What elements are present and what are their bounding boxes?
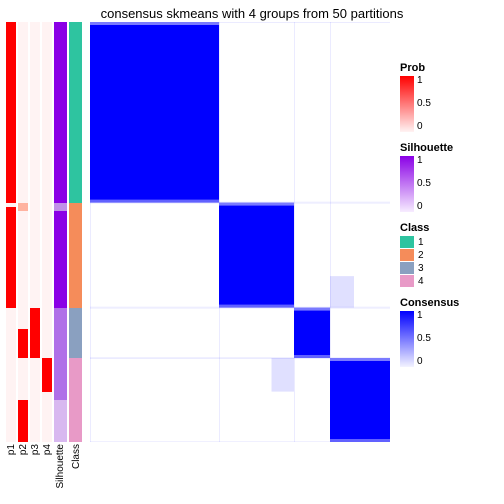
- annotation-columns: [6, 22, 84, 442]
- annot-p3: [30, 22, 40, 442]
- legend-silhouette: Silhouette10.50: [400, 142, 500, 212]
- col-label-p2: p2: [18, 444, 29, 455]
- column-labels: p1p2p3p4Silhouette Class: [6, 444, 84, 500]
- col-label-p1: p1: [6, 444, 17, 455]
- consensus-heatmap: [90, 22, 390, 442]
- col-label-Class: Class: [71, 444, 82, 469]
- annot-p2: [18, 22, 28, 442]
- col-label-Silhouette: Silhouette: [55, 444, 66, 488]
- legends: Prob10.50 Silhouette10.50 Class1234 Consens…: [400, 60, 500, 377]
- legend-prob: Prob10.50: [400, 62, 500, 132]
- annot-p4: [42, 22, 52, 442]
- col-label-p4: p4: [42, 444, 53, 455]
- legend-class: Class1234: [400, 222, 500, 287]
- chart-title: consensus skmeans with 4 groups from 50 …: [0, 6, 504, 21]
- col-label-p3: p3: [30, 444, 41, 455]
- annot-p1: [6, 22, 16, 442]
- legend-consensus: Consensus10.50: [400, 297, 500, 367]
- annot-Silhouette: [54, 22, 67, 442]
- annot-Class: [69, 22, 82, 442]
